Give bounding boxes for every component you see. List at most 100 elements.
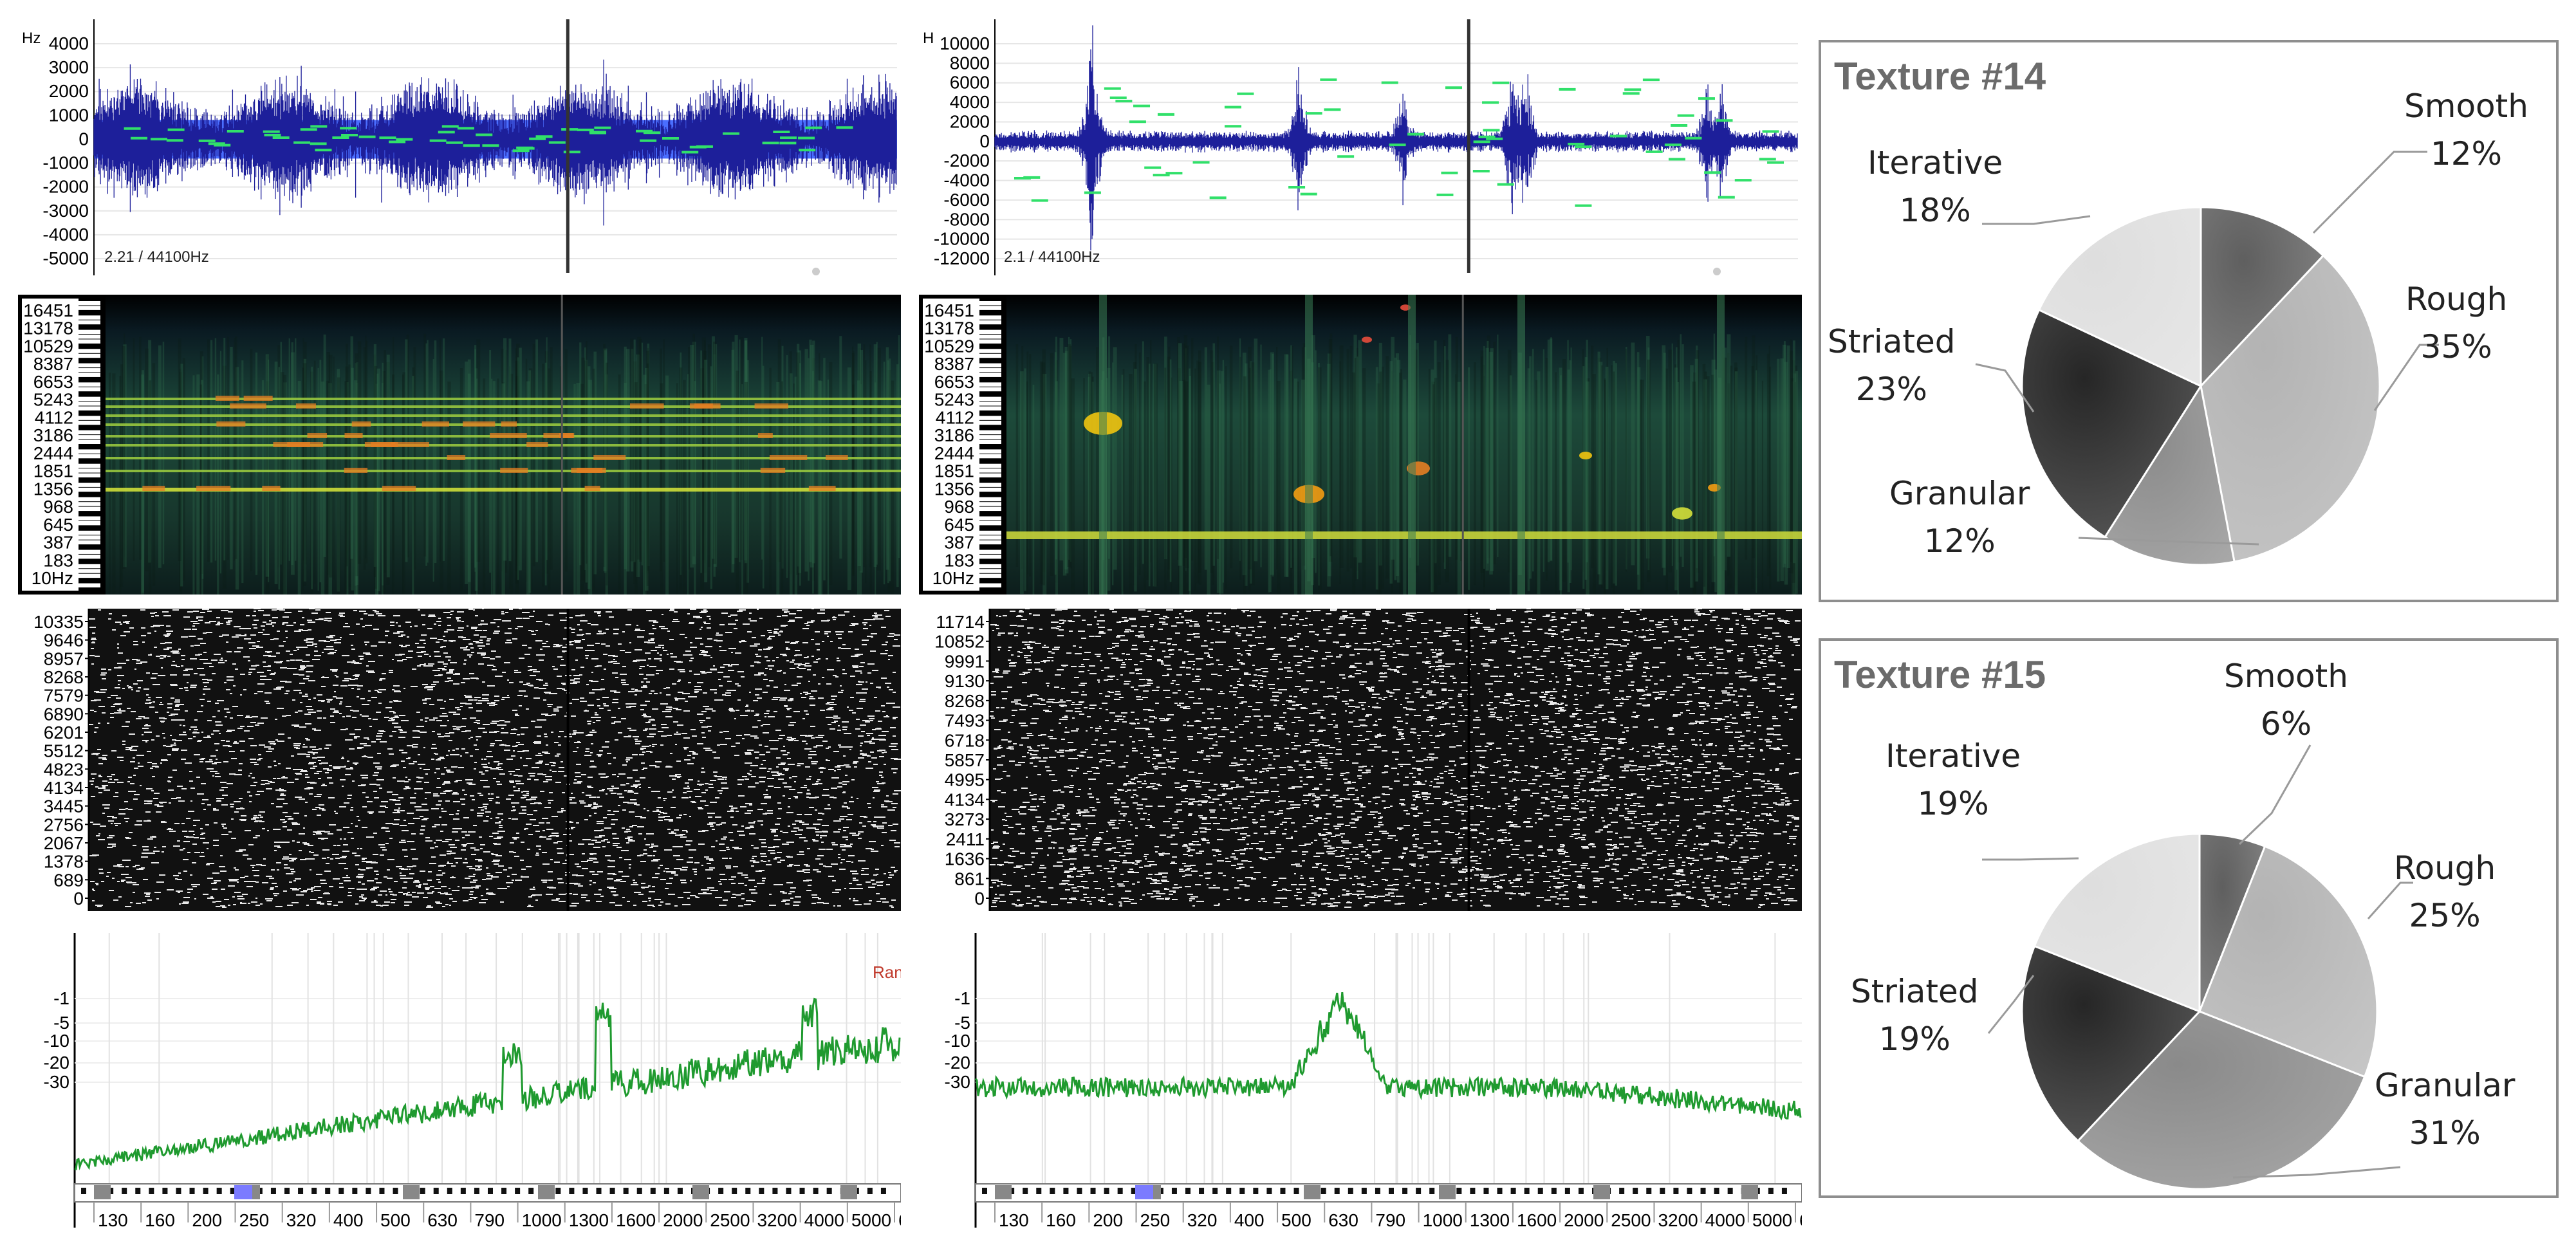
piano-key bbox=[979, 363, 1001, 368]
pie-title: Texture #15 bbox=[1834, 653, 2046, 696]
spec-noise bbox=[847, 367, 851, 591]
spec-noise bbox=[1730, 365, 1733, 589]
spec-noise bbox=[1414, 349, 1418, 573]
spec-noise bbox=[274, 361, 278, 584]
spec-noise bbox=[1290, 345, 1292, 568]
piano-key bbox=[79, 320, 100, 325]
piano-key bbox=[979, 310, 1001, 315]
pie-slice-smooth bbox=[2200, 206, 2325, 389]
spec-noise bbox=[1217, 336, 1219, 559]
keyboard-key bbox=[1239, 1188, 1245, 1194]
spectral-hotspot bbox=[273, 442, 310, 447]
spec-noise bbox=[588, 366, 591, 589]
spec-noise bbox=[1487, 340, 1489, 564]
spec-noise bbox=[1756, 355, 1758, 578]
pie-leader-line bbox=[1987, 975, 2035, 1034]
spec-noise bbox=[1088, 376, 1091, 595]
left-spectrum-plot: -1 -5-10-20-30 130 160 200 250 320 400 500 630 790… bbox=[44, 933, 901, 1230]
spec-noise bbox=[192, 375, 195, 595]
piano-key bbox=[79, 459, 100, 463]
spec-noise bbox=[180, 364, 183, 587]
spec-noise bbox=[710, 366, 712, 589]
keyboard-key bbox=[982, 1188, 987, 1194]
left-waveform-unit: Hz bbox=[22, 30, 41, 47]
spec-noise bbox=[1780, 358, 1784, 582]
spec-noise bbox=[1106, 378, 1108, 595]
spec-noise bbox=[637, 337, 642, 560]
piano-key bbox=[979, 516, 1001, 521]
piano-key bbox=[79, 535, 100, 540]
spec-noise bbox=[1041, 362, 1046, 586]
spec-noise bbox=[1497, 334, 1499, 557]
spec-noise bbox=[1189, 368, 1191, 591]
spec-y-tick-label: 6653 bbox=[33, 372, 73, 392]
spec-noise bbox=[283, 374, 287, 595]
spec-noise bbox=[1537, 371, 1541, 595]
spectrum-curve bbox=[974, 991, 1802, 1121]
spec-noise bbox=[739, 339, 741, 562]
spec-noise bbox=[302, 363, 307, 586]
spec-noise bbox=[402, 372, 405, 595]
spec-noise bbox=[1713, 333, 1716, 557]
spectrum-x-tick-label: 200 bbox=[1093, 1210, 1123, 1230]
spec-noise bbox=[1242, 353, 1246, 576]
spec-noise bbox=[1024, 368, 1026, 591]
spec-noise bbox=[1395, 353, 1399, 576]
spec-noise bbox=[501, 349, 504, 572]
phase-y-tick-label: 0 bbox=[974, 889, 985, 908]
piano-key bbox=[79, 540, 100, 545]
spec-noise bbox=[1489, 351, 1493, 575]
spec-y-tick-label: 8387 bbox=[33, 354, 73, 374]
spec-noise bbox=[812, 358, 815, 581]
wave-y-tick-label: -6000 bbox=[943, 190, 990, 210]
spec-noise bbox=[366, 340, 368, 564]
keyboard-key bbox=[1226, 1188, 1232, 1194]
spec-noise bbox=[857, 343, 862, 566]
piano-key bbox=[979, 497, 1001, 502]
spectrum-x-tick-label: 500 bbox=[1281, 1210, 1311, 1230]
spec-noise bbox=[804, 349, 808, 572]
pie-label-iterative: Iterative 19% bbox=[1886, 737, 2021, 822]
phase-y-tick-label: 1378 bbox=[44, 852, 84, 872]
keyboard-key bbox=[325, 1188, 331, 1194]
spec-noise bbox=[700, 368, 704, 591]
left-spectrogram-panel: 16451 13178 10529 8387 6653 5243 4112 3186 2444 1… bbox=[18, 295, 901, 595]
keyboard-key bbox=[1334, 1188, 1340, 1194]
spec-noise bbox=[796, 352, 800, 575]
spec-noise bbox=[1054, 352, 1057, 575]
spec-y-tick-label: 1851 bbox=[934, 461, 974, 481]
spec-noise bbox=[736, 371, 739, 594]
piano-key bbox=[79, 526, 100, 530]
spec-noise bbox=[1138, 352, 1141, 575]
pie-leader-line bbox=[1975, 363, 2035, 412]
spec-noise bbox=[713, 341, 717, 564]
spec-noise bbox=[1153, 363, 1158, 586]
spec-noise bbox=[1391, 371, 1393, 594]
spec-noise bbox=[1545, 358, 1548, 581]
spec-noise bbox=[182, 358, 185, 581]
spec-noise bbox=[1183, 335, 1188, 558]
spec-noise bbox=[1198, 350, 1201, 573]
keyboard-key bbox=[1117, 1188, 1123, 1194]
spec-noise bbox=[346, 344, 348, 567]
piano-key bbox=[979, 425, 1001, 430]
keyboard-key bbox=[311, 1188, 317, 1194]
spec-noise bbox=[355, 363, 357, 586]
spec-noise bbox=[1567, 340, 1569, 563]
keyboard-key bbox=[718, 1188, 724, 1194]
spec-noise bbox=[1229, 346, 1233, 569]
spectrum-x-tick-label: 130 bbox=[999, 1210, 1029, 1230]
spec-noise bbox=[1794, 365, 1797, 589]
spec-noise bbox=[178, 338, 181, 561]
piano-key bbox=[979, 564, 1001, 569]
spec-noise bbox=[636, 354, 640, 577]
spec-noise bbox=[1790, 378, 1795, 595]
spec-noise bbox=[633, 339, 636, 562]
spec-noise bbox=[354, 380, 358, 595]
spec-noise bbox=[1696, 346, 1698, 569]
spec-noise bbox=[1734, 362, 1737, 586]
piano-key bbox=[979, 545, 1001, 549]
spec-y-tick-label: 1356 bbox=[33, 479, 73, 499]
spec-noise bbox=[1694, 358, 1698, 582]
piano-key bbox=[979, 315, 1001, 320]
